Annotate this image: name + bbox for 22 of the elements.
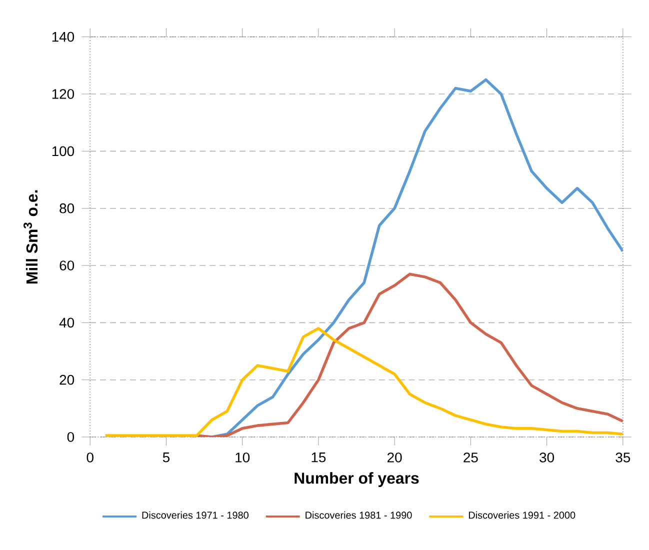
y-axis-title: Mill Sm$^{3}$ o.e. bbox=[24, 190, 38, 284]
legend-label: Discoveries 1981 - 1990 bbox=[306, 511, 412, 519]
y-tick-label: 80 bbox=[60, 204, 74, 214]
x-tick-label: 10 bbox=[236, 452, 250, 462]
y-tick-label: 140 bbox=[52, 32, 74, 42]
y-tick-label: 120 bbox=[52, 89, 74, 100]
legend-label: Discoveries 1971 - 1980 bbox=[142, 511, 248, 519]
x-tick-label: 30 bbox=[540, 452, 554, 462]
y-tick-label: 100 bbox=[52, 146, 74, 156]
y-tick-label: 0 bbox=[67, 432, 74, 442]
x-tick-label: 35 bbox=[616, 452, 630, 462]
x-tick-label: 5 bbox=[162, 452, 170, 462]
x-tick-label: 25 bbox=[464, 452, 478, 462]
x-tick-label: 20 bbox=[388, 452, 402, 462]
x-tick-label: 0 bbox=[86, 452, 94, 462]
y-tick-label: 60 bbox=[60, 260, 74, 271]
y-tick-label: 20 bbox=[60, 375, 74, 385]
x-tick-label: 15 bbox=[312, 452, 326, 462]
legend-label: Discoveries 1991 - 2000 bbox=[468, 511, 576, 519]
y-tick-label: 40 bbox=[59, 318, 74, 328]
x-axis-title: Number of years bbox=[294, 472, 419, 488]
line-series bbox=[210, 78, 623, 438]
